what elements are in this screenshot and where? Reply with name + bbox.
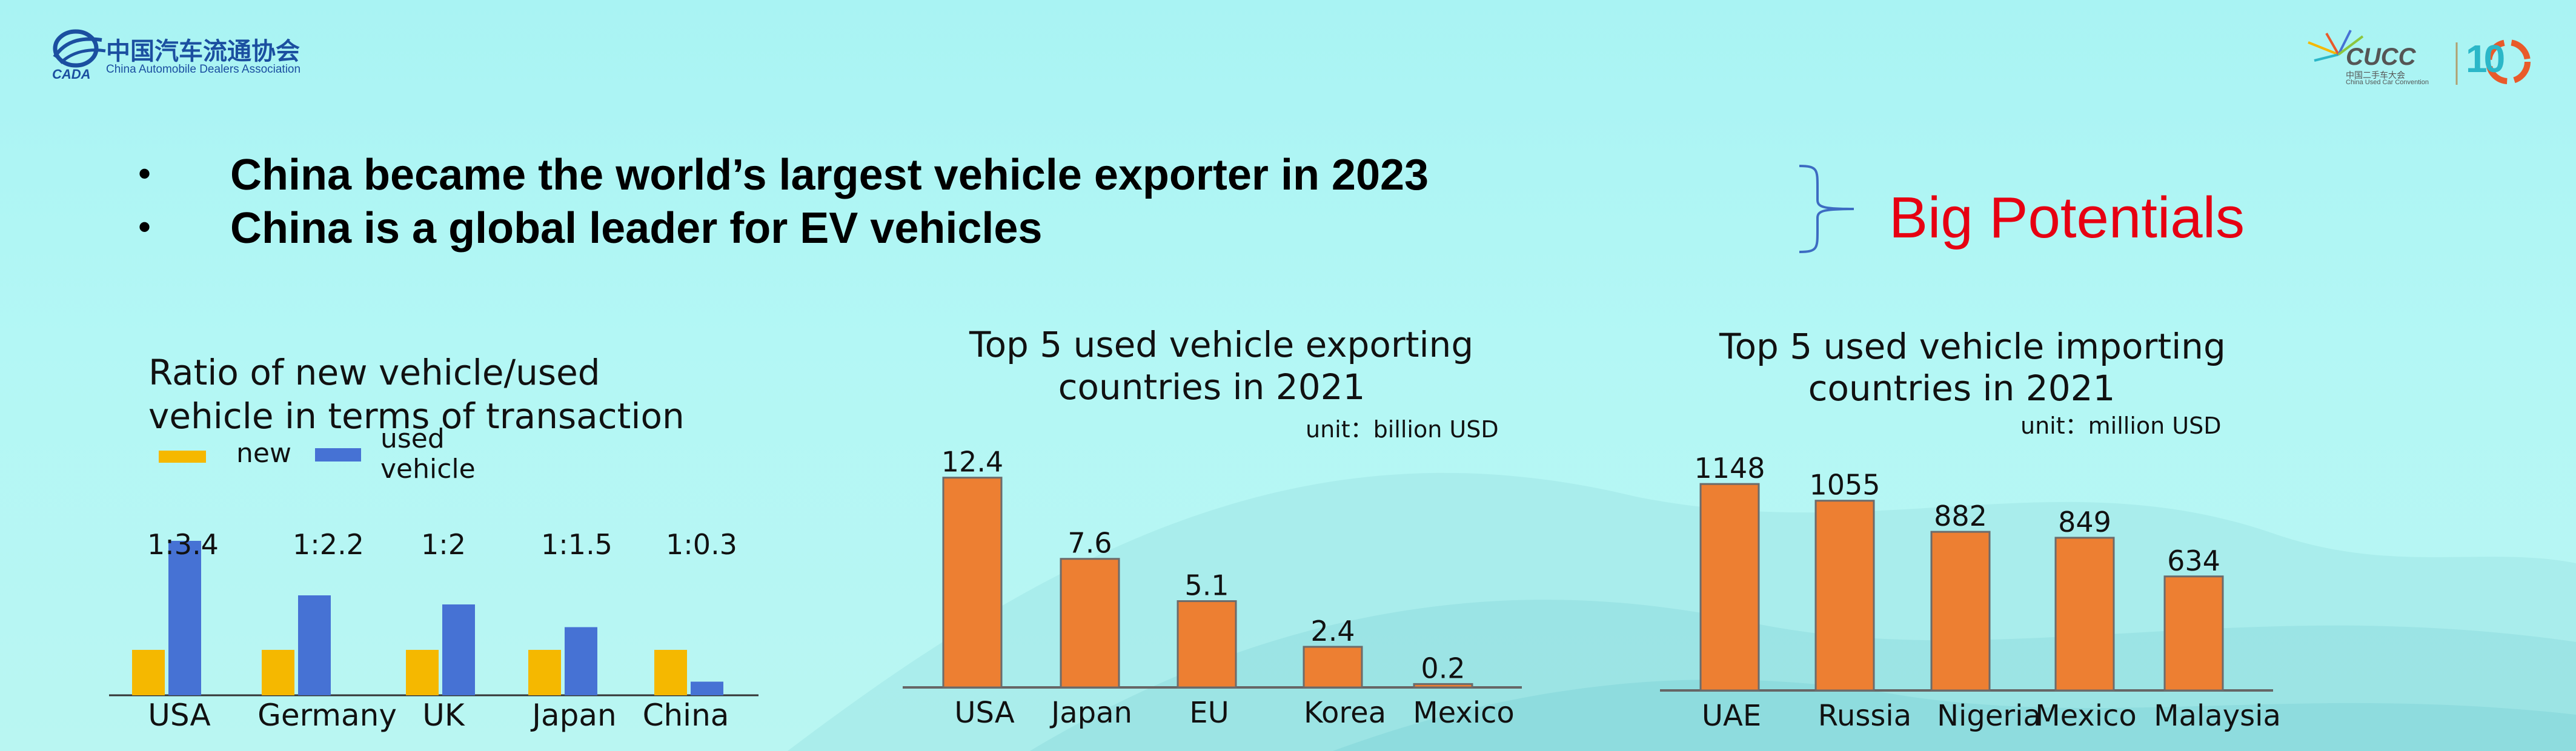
chart1-bar-used: [565, 627, 597, 695]
headline-bullet-2: China is a global leader for EV vehicles: [230, 204, 1043, 253]
chart2-unit: unit：billion USD: [1306, 416, 1499, 443]
big-potentials-callout: Big Potentials: [1889, 185, 2245, 250]
chart3-bar: [1814, 500, 1875, 692]
chart1-bar-new: [528, 650, 561, 695]
chart1-bar-used: [168, 541, 201, 695]
chart2-tick-label: USA: [954, 696, 1014, 730]
chart1-data-label: 1:1.5: [541, 528, 612, 561]
org-logo: CADA: [42, 27, 109, 82]
chart2-data-label: 0.2: [1421, 652, 1465, 684]
legend-label-used: used vehicle: [380, 423, 476, 485]
chart3-data-label: 849: [2058, 506, 2111, 538]
chart2-bar: [1177, 600, 1237, 689]
chart3-bar: [2054, 537, 2115, 692]
event-logo-sub-en: China Used Car Convention: [2346, 79, 2429, 86]
chart3-data-label: 634: [2167, 544, 2220, 577]
chart2-data-label: 5.1: [1184, 569, 1229, 602]
chart2-title-line2: countries in 2021: [1058, 366, 1366, 408]
chart3-data-label: 882: [1934, 500, 1987, 532]
headline-bullet-1: China became the world’s largest vehicle…: [230, 151, 1429, 199]
chart2-data-label: 7.6: [1067, 527, 1112, 560]
chart3-title-line1: Top 5 used vehicle importing: [1719, 326, 2226, 367]
event-logo-sub-cn: 中国二手车大会: [2346, 70, 2405, 80]
chart3-bar: [2163, 575, 2224, 692]
chart1-title-line1: Ratio of new vehicle/used: [148, 352, 600, 393]
chart3-bar: [1699, 483, 1760, 692]
chart1-bar-new: [132, 650, 165, 695]
right-brace-icon: [1799, 165, 1854, 253]
chart1-bar-new: [406, 650, 439, 695]
chart1-bar-used: [691, 681, 723, 695]
chart2-bar: [1303, 646, 1363, 689]
legend-swatch-used: [315, 448, 361, 462]
chart1-data-label: 1:3.4: [147, 528, 219, 561]
chart1-tick-label: Germany: [257, 698, 397, 733]
chart3-data-label: 1148: [1694, 452, 1765, 485]
chart3-title-line2: countries in 2021: [1808, 368, 2116, 409]
chart3-tick-label: Mexico: [2035, 699, 2137, 733]
chart3-tick-label: Nigeria: [1937, 699, 2041, 733]
event-logo-text: CUCC: [2346, 44, 2416, 70]
chart2-tick-label: EU: [1189, 696, 1229, 730]
anniversary-ring-icon: [2486, 39, 2531, 84]
org-logo-text: CADA: [52, 67, 91, 82]
bullet-marker-1: •: [138, 153, 151, 194]
chart2-bar: [942, 477, 1003, 689]
chart1-tick-label: Japan: [530, 698, 616, 733]
chart1-bar-used: [442, 604, 475, 695]
legend-swatch-new: [159, 451, 206, 463]
chart1-data-label: 1:2.2: [293, 528, 364, 561]
wheel-logo-icon: [53, 29, 106, 68]
chart2-data-label: 12.4: [941, 446, 1003, 478]
chart2-tick-label: Japan: [1049, 696, 1132, 730]
org-name-en: China Automobile Dealers Association: [106, 63, 301, 76]
chart3-tick-label: UAE: [1702, 699, 1761, 733]
chart2-tick-label: Korea: [1304, 696, 1386, 730]
chart2-title-line1: Top 5 used vehicle exporting: [969, 324, 1474, 365]
bullet-marker-2: •: [138, 207, 151, 247]
chart3-data-label: 1055: [1809, 469, 1880, 501]
chart3-bar: [1930, 531, 1991, 692]
chart3-tick-label: Malaysia: [2154, 699, 2281, 733]
chart2-tick-label: Mexico: [1413, 696, 1515, 730]
sparkle-icon: [2308, 30, 2364, 62]
chart2-bar: [1413, 683, 1473, 689]
chart3-tick-label: Russia: [1818, 699, 1911, 733]
chart3-unit: unit：million USD: [2020, 412, 2222, 439]
event-logo: [2308, 30, 2531, 85]
org-name-cn: 中国汽车流通协会: [106, 38, 300, 65]
chart1-tick-label: USA: [148, 698, 210, 733]
anniversary-number: 10: [2466, 37, 2505, 81]
chart1-tick-label: UK: [422, 698, 465, 733]
chart1-tick-label: China: [643, 698, 729, 733]
chart1-data-label: 1:0.3: [666, 528, 737, 561]
chart1-bar-new: [262, 650, 294, 695]
legend-label-new: new: [236, 438, 291, 469]
chart1-bar-new: [654, 650, 687, 695]
chart1-bar-used: [298, 595, 331, 695]
chart2-bar: [1060, 558, 1120, 689]
chart1-data-label: 1:2: [421, 528, 466, 561]
chart2-data-label: 2.4: [1310, 615, 1355, 647]
chart1-title-line2: vehicle in terms of transaction: [148, 395, 685, 437]
